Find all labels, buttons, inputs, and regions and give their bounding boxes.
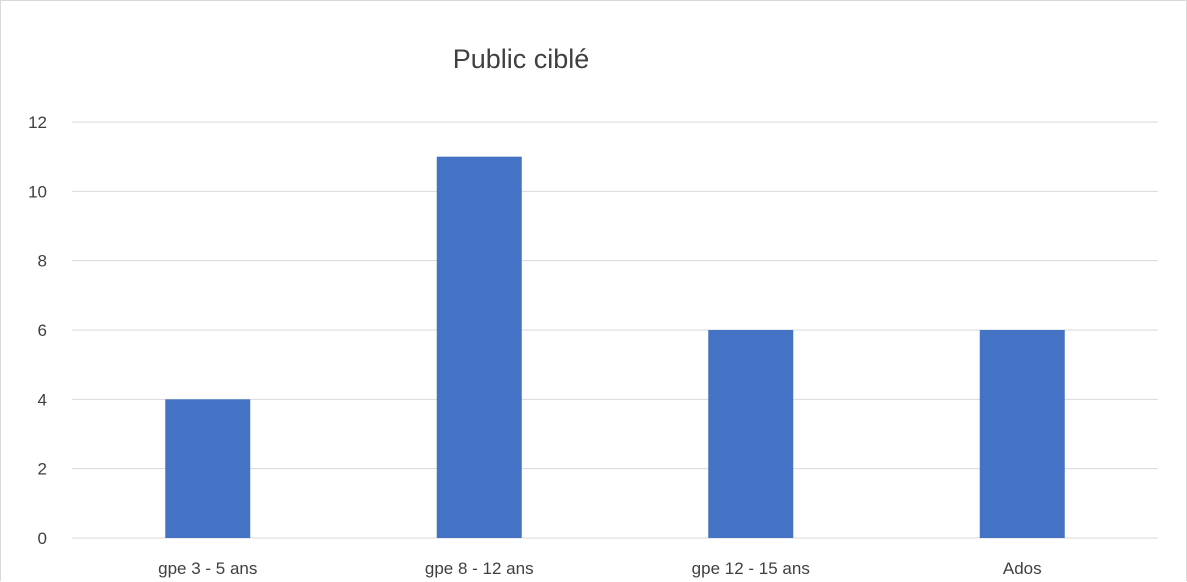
x-category-label: gpe 8 - 12 ans — [425, 559, 534, 578]
y-tick-label: 10 — [28, 182, 47, 201]
bar — [708, 330, 794, 538]
x-category-label: Ados — [1003, 559, 1042, 578]
y-tick-label: 2 — [38, 460, 47, 479]
y-tick-label: 6 — [38, 321, 47, 340]
y-axis-ticks: 0 2 4 6 8 10 12 — [28, 113, 47, 548]
y-tick-label: 0 — [38, 529, 47, 548]
x-axis-categories: gpe 3 - 5 ans gpe 8 - 12 ans gpe 12 - 15 a… — [158, 559, 1042, 578]
chart-title: Public ciblé — [453, 44, 590, 74]
bar — [165, 399, 251, 538]
y-tick-label: 8 — [38, 252, 47, 271]
gridlines — [72, 121, 1158, 539]
y-tick-label: 12 — [28, 113, 47, 132]
y-tick-label: 4 — [38, 390, 47, 409]
bar — [436, 156, 522, 538]
bar — [979, 330, 1065, 538]
bars — [165, 156, 1065, 538]
x-category-label: gpe 12 - 15 ans — [692, 559, 810, 578]
x-category-label: gpe 3 - 5 ans — [158, 559, 257, 578]
